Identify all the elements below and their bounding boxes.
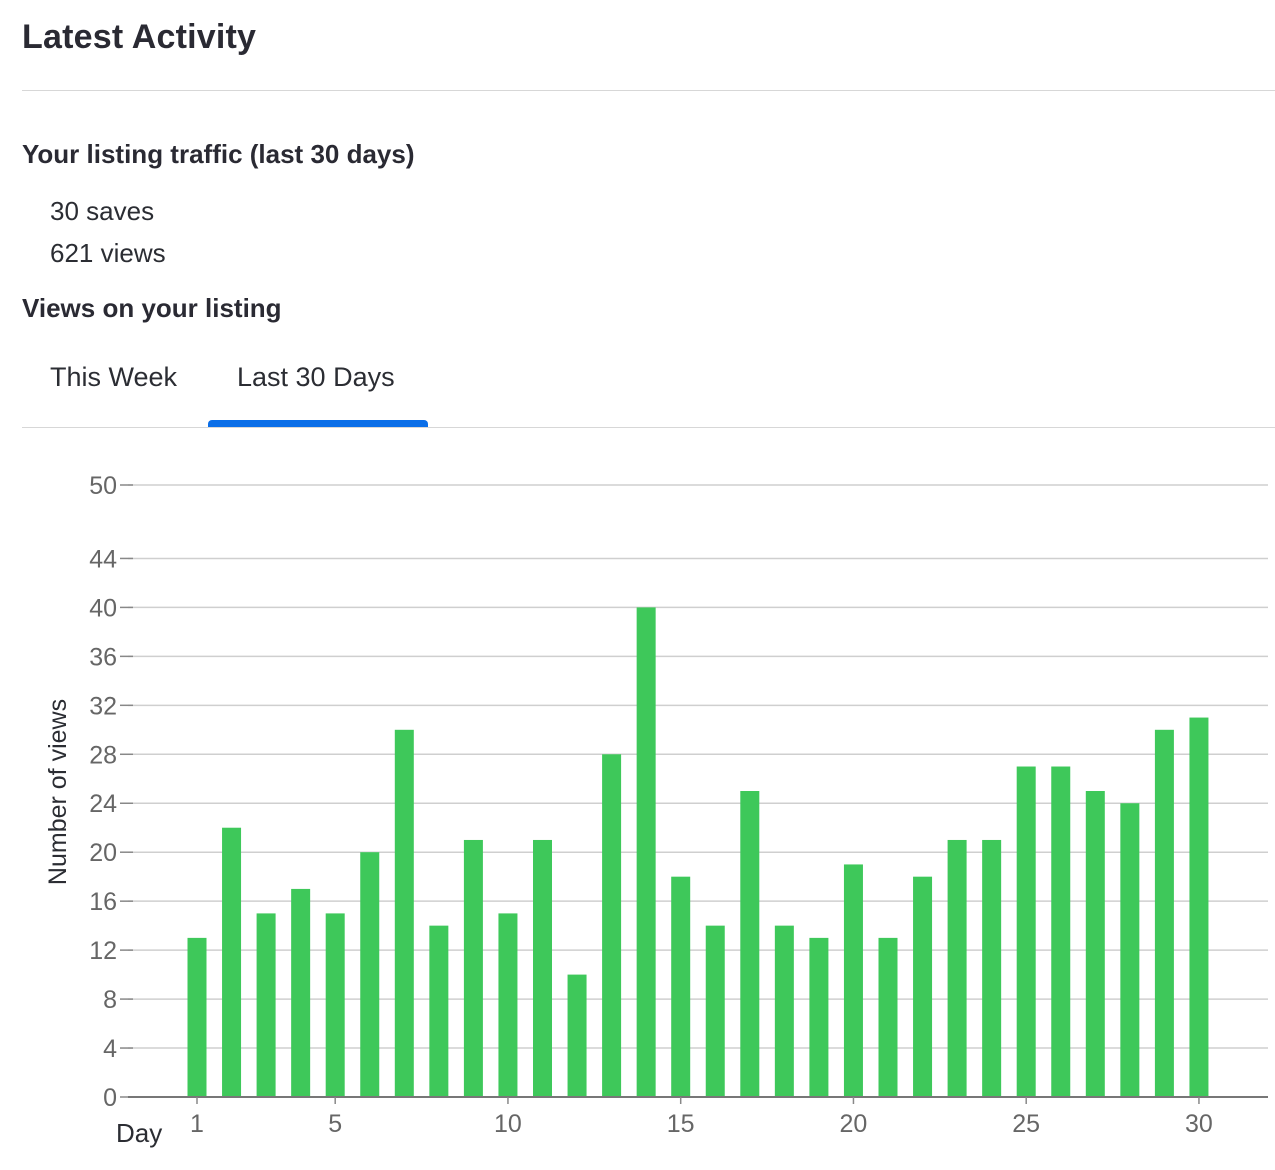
tab-last-30-days[interactable]: Last 30 Days	[237, 362, 395, 392]
x-tick-label: 10	[494, 1110, 522, 1138]
bar	[1085, 791, 1105, 1097]
bar	[325, 913, 345, 1097]
y-tick-label: 50	[89, 472, 117, 500]
gridlines	[128, 484, 1268, 1049]
y-tick-label: 28	[89, 741, 117, 769]
y-tick-label: 40	[89, 594, 117, 622]
y-axis-ticks: 0 4 8 12 16 20 24 28 32 36 40 44 50	[89, 472, 133, 1112]
x-tick-label: 25	[1012, 1110, 1040, 1138]
saves-count: 30 saves	[50, 196, 155, 226]
y-axis-label: Number of views	[44, 699, 72, 885]
bar	[291, 888, 311, 1097]
bar	[671, 876, 691, 1097]
bars	[187, 607, 1209, 1097]
y-tick-label: 44	[89, 545, 117, 573]
bar	[360, 852, 380, 1097]
x-tick-label: 30	[1185, 1110, 1213, 1138]
bar	[1189, 717, 1209, 1097]
traffic-heading: Your listing traffic (last 30 days)	[22, 139, 415, 169]
x-axis-label: Day	[116, 1118, 162, 1148]
y-tick-label: 12	[89, 937, 117, 965]
bar	[429, 925, 449, 1097]
y-tick-label: 0	[103, 1084, 117, 1112]
bar	[982, 839, 1002, 1097]
page-title: Latest Activity	[22, 18, 257, 56]
bar	[394, 729, 414, 1097]
bar	[463, 839, 483, 1097]
x-tick-label: 5	[328, 1110, 342, 1138]
x-tick-label: 15	[667, 1110, 695, 1138]
y-tick-label: 24	[89, 790, 117, 818]
bar	[256, 913, 276, 1097]
bar	[1051, 766, 1071, 1097]
x-axis-ticks: 1 5 10 15 20 25 30	[190, 1097, 1213, 1138]
x-tick-label: 1	[190, 1110, 204, 1138]
tab-this-week[interactable]: This Week	[50, 362, 178, 392]
bar	[947, 839, 967, 1097]
tabs-divider	[22, 427, 1275, 428]
header-divider	[22, 90, 1275, 91]
bar	[636, 607, 656, 1097]
bar	[913, 876, 933, 1097]
bar	[774, 925, 794, 1097]
y-tick-label: 16	[89, 888, 117, 916]
bar	[533, 839, 552, 1097]
bar	[187, 937, 207, 1097]
y-tick-label: 36	[89, 643, 117, 671]
bar	[809, 937, 829, 1097]
active-tab-indicator	[208, 420, 428, 427]
bar	[1016, 766, 1036, 1097]
bar	[567, 974, 587, 1097]
y-tick-label: 8	[103, 986, 117, 1014]
x-tick-label: 20	[840, 1110, 868, 1138]
views-count: 621 views	[50, 238, 166, 268]
bar	[843, 864, 863, 1097]
bar	[498, 913, 518, 1097]
bar	[222, 827, 242, 1097]
y-tick-label: 20	[89, 839, 117, 867]
views-heading: Views on your listing	[22, 293, 282, 323]
bar	[1154, 729, 1174, 1097]
bar	[740, 791, 760, 1097]
views-tabs: This Week Last 30 Days	[22, 340, 1275, 428]
y-tick-label: 32	[89, 692, 117, 720]
bar	[602, 754, 622, 1097]
bar	[878, 937, 898, 1097]
bar	[705, 925, 725, 1097]
bar	[1120, 803, 1140, 1097]
y-tick-label: 4	[103, 1035, 117, 1063]
